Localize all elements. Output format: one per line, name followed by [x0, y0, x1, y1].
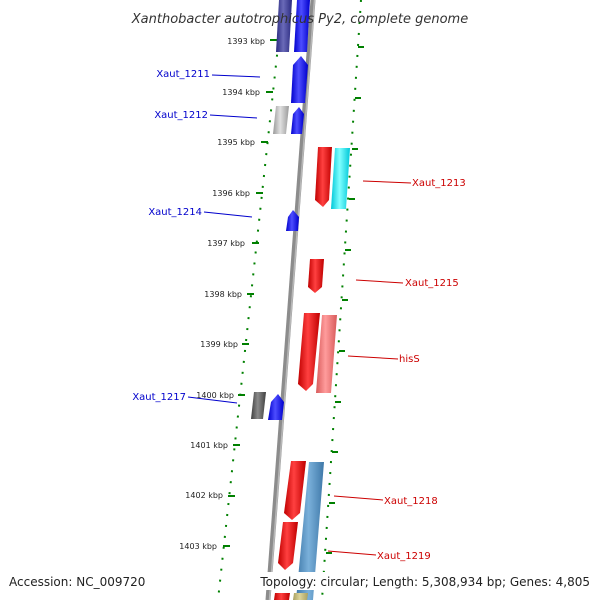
scale-labels: 1393 kbp 1394 kbp 1395 kbp 1396 kbp 1397… — [179, 37, 265, 551]
feature-pink-hiss[interactable] — [316, 315, 337, 393]
gene-arrow-xaut-1212[interactable] — [291, 107, 304, 134]
gene-arrow-hiss[interactable] — [298, 313, 320, 391]
scale-label: 1400 kbp — [196, 391, 234, 400]
gene-arrow-xaut-1213[interactable] — [315, 147, 332, 207]
feature-steel-1218[interactable] — [296, 462, 324, 600]
gene-labels: Xaut_1211 Xaut_1212 Xaut_1213 Xaut_1214 … — [132, 69, 465, 562]
gene-label-xaut-1217[interactable]: Xaut_1217 — [132, 392, 186, 403]
gene-label-xaut-1212[interactable]: Xaut_1212 — [154, 110, 208, 121]
gene-label-xaut-1219[interactable]: Xaut_1219 — [377, 551, 431, 562]
gene-label-xaut-1215[interactable]: Xaut_1215 — [405, 278, 459, 289]
scale-label: 1397 kbp — [207, 239, 245, 248]
scale-label: 1402 kbp — [185, 491, 223, 500]
label-leaders-left — [187, 74, 261, 404]
scale-label: 1403 kbp — [179, 542, 217, 551]
gene-label-xaut-1213[interactable]: Xaut_1213 — [412, 178, 466, 189]
scale-label: 1398 kbp — [204, 290, 242, 299]
inner-tick-ring — [217, 0, 284, 600]
scale-label: 1401 kbp — [190, 441, 228, 450]
genome-backbone — [265, 0, 316, 600]
feature-gray-pseudo[interactable] — [273, 106, 289, 134]
label-leaders-right — [327, 180, 412, 556]
scale-label: 1399 kbp — [200, 340, 238, 349]
gene-arrow-xaut-1211[interactable] — [291, 56, 308, 103]
feature-dark-1217[interactable] — [251, 392, 266, 419]
gene-label-xaut-1214[interactable]: Xaut_1214 — [148, 207, 202, 218]
genome-summary-text: Topology: circular; Length: 5,308,934 bp… — [259, 575, 590, 589]
outer-tick-ring — [321, 0, 362, 600]
scale-label: 1393 kbp — [227, 37, 265, 46]
feature-top-blue[interactable] — [294, 0, 310, 52]
gene-label-xaut-1211[interactable]: Xaut_1211 — [156, 69, 210, 80]
gene-arrow-xaut-1214[interactable] — [286, 210, 299, 231]
gene-arrow-xaut-1215[interactable] — [308, 259, 324, 293]
gene-label-hiss[interactable]: hisS — [399, 354, 420, 365]
scale-label: 1396 kbp — [212, 189, 250, 198]
scale-label: 1395 kbp — [217, 138, 255, 147]
feature-bottom-red[interactable] — [274, 593, 290, 600]
gene-label-xaut-1218[interactable]: Xaut_1218 — [384, 496, 438, 507]
feature-top-navy[interactable] — [276, 0, 292, 52]
scale-label: 1394 kbp — [222, 88, 260, 97]
accession-text: Accession: NC_009720 — [9, 575, 145, 589]
feature-cyan-1213[interactable] — [331, 148, 350, 209]
major-ticks — [223, 39, 364, 554]
feature-bottom-olive[interactable] — [293, 593, 308, 600]
map-title: Xanthobacter autotrophicus Py2, complete… — [131, 12, 468, 27]
gene-arrow-xaut-1219[interactable] — [278, 522, 298, 570]
gene-arrow-xaut-1217[interactable] — [268, 394, 284, 420]
gene-arrow-xaut-1218[interactable] — [284, 461, 306, 520]
